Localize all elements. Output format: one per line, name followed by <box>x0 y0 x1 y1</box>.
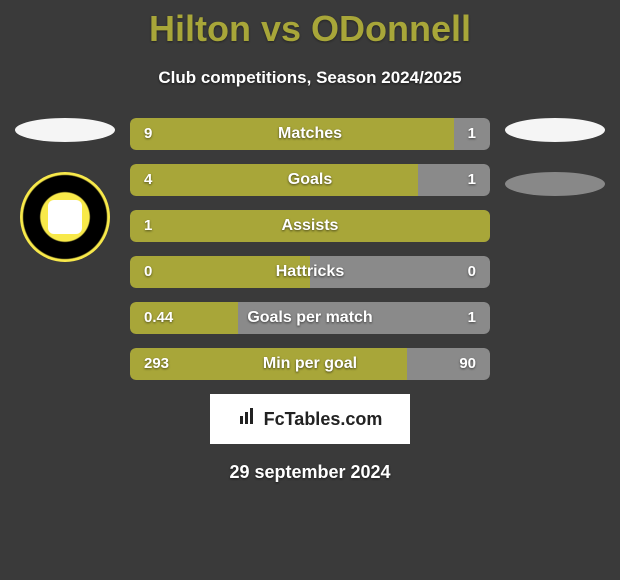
stat-row: 1Assists <box>130 210 490 242</box>
stat-label: Matches <box>130 118 490 150</box>
left-badges <box>0 118 130 262</box>
right-badges <box>490 118 620 226</box>
right-team-placeholder-1 <box>505 118 605 142</box>
stat-row: 0.441Goals per match <box>130 302 490 334</box>
watermark-text: FcTables.com <box>264 409 383 430</box>
stat-label: Min per goal <box>130 348 490 380</box>
date: 29 september 2024 <box>0 462 620 483</box>
watermark: FcTables.com <box>210 394 410 444</box>
stat-row: 91Matches <box>130 118 490 150</box>
comparison-content: 91Matches 41Goals 1Assists 00Hattricks 0.441… <box>0 118 620 483</box>
stat-label: Assists <box>130 210 490 242</box>
left-team-placeholder-1 <box>15 118 115 142</box>
stat-label: Hattricks <box>130 256 490 288</box>
stat-row: 29390Min per goal <box>130 348 490 380</box>
stat-row: 00Hattricks <box>130 256 490 288</box>
chart-icon <box>238 406 258 432</box>
stat-row: 41Goals <box>130 164 490 196</box>
stat-label: Goals <box>130 164 490 196</box>
stats-bars: 91Matches 41Goals 1Assists 00Hattricks 0.441… <box>130 118 490 380</box>
page-title: Hilton vs ODonnell <box>0 0 620 50</box>
subtitle: Club competitions, Season 2024/2025 <box>0 68 620 88</box>
right-team-placeholder-2 <box>505 172 605 196</box>
left-club-badge <box>20 172 110 262</box>
stat-label: Goals per match <box>130 302 490 334</box>
